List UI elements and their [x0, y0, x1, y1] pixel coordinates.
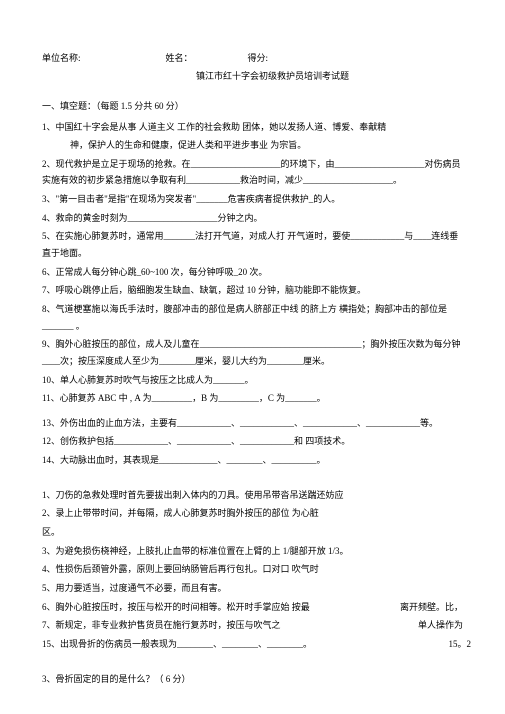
q4: 4、救命的黄金时刻为____________________分钟之内。	[42, 210, 463, 227]
page-title: 镇江市红十字会初级救护员培训考试题	[42, 68, 463, 84]
col-q7-right: 单人操作为	[418, 617, 463, 633]
q7: 7、呼吸心跳停止后，脑细胞发生缺血、缺氧，超过 10 分钟，脑功能即不能恢复。	[42, 282, 463, 299]
score-label: 得分:	[248, 50, 269, 66]
q6: 6、正常成人每分钟心跳_60~100 次，每分钟呼吸_20 次。	[42, 264, 463, 281]
header-row: 单位名称: 姓名： 得分:	[42, 50, 463, 66]
col-q6: 6、胸外心脏按压时，按压与松开的时间相等。松开时手掌应始 按最	[42, 599, 382, 616]
col-q7: 7、新规定，非专业救护售货员在施行复苏时，按压与吹气之	[42, 617, 382, 634]
col-q5: 5、用力要适当，过度通气不必要，而且有害。	[42, 580, 382, 597]
column-section: 1、刀伤的急救处理时首先要拔出刺入体内的刀具。使用吊带沓吊送踹还妨应 2、录上止…	[42, 487, 463, 653]
q10: 10、单人心肺复苏时吹气与按压之比成人为_______。	[42, 372, 463, 389]
q12: 12、创伤救护包括____________、____________、_____…	[42, 433, 463, 450]
q11: 11、心肺复苏 ABC 中 , A 为_________，B 为________…	[42, 390, 463, 407]
col-q2-l1: 2、录上止带带时间，并每隔，成人心肺复苏时胸外按压的部位 为心脏	[42, 505, 382, 522]
col-q4: 4、性损伤后颈管外露，原则上要回纳肠管后再行包扎。口对口 吹气时	[42, 561, 382, 578]
col-q1: 1、刀伤的急救处理时首先要拔出刺入体内的刀具。使用吊带沓吊送踹还妨应	[42, 487, 382, 504]
q2: 2、现代救护是立足于现场的抢救。在____________________的环境…	[42, 156, 463, 189]
section3-header: 3、骨折固定的目的是什么？（ 6 分）	[42, 671, 463, 688]
q3: 3、"第一目击者"是指"在现场为突发者"_______危害疾病者提供救护_的人。	[42, 191, 463, 208]
q13: 13、外伤出血的止血方法，主要有____________、___________…	[42, 415, 463, 432]
unit-label: 单位名称:	[42, 50, 81, 66]
q5: 5、在实施心肺复苏时，通常用_______法打开气道，对成人打 开气道时，要使_…	[42, 228, 463, 261]
col-q3: 3、为避免损伤桡神经，上肢扎止血带的标准位置在上臂的上 1/腿部开放 1/3。	[42, 543, 382, 560]
q8: 8、气道梗塞施以海氏手法时，腹部冲击的部位是病人脐部正中线 的脐上方 横指处；胸…	[42, 301, 463, 334]
col-q15-right: 15。2	[448, 636, 471, 652]
name-label: 姓名：	[166, 50, 193, 66]
q1-line2: 神，保护人的生命和健康，促进人类和平进步事业 为宗旨。	[42, 137, 463, 154]
q14b: 14、大动脉出血时，其表现是_____________、________、___…	[42, 452, 463, 469]
q1-line1: 1、中国红十字会是从事 人道主义 工作的社会救助 团体，她以发扬人道、博爱、奉献…	[42, 119, 463, 136]
col-q2-l2: 区。	[42, 524, 382, 541]
col-q15: 15、出现骨折的伤病员一般表现为________、________、______…	[42, 636, 382, 653]
col-q6-right: 离开频壁。比，	[400, 599, 463, 615]
section1-header: 一、填空题：（每题 1.5 分共 60 分）	[42, 98, 463, 114]
q9: 9、胸外心脏按压的部位，成人及儿童在______________________…	[42, 336, 463, 369]
